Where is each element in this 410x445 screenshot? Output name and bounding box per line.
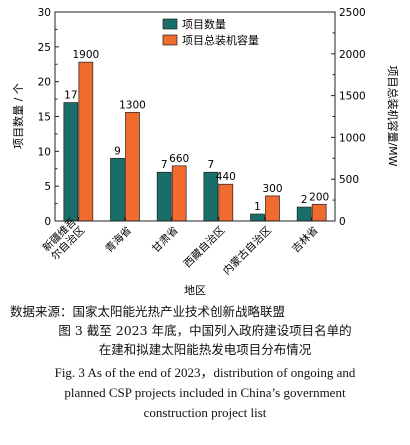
data-label-capacity-3: 440 — [216, 171, 236, 183]
legend-label-count: 项目数量 — [182, 18, 226, 31]
bar-capacity-0 — [78, 61, 94, 222]
bar-count-5 — [296, 206, 312, 222]
bar-capacity-1 — [125, 111, 140, 222]
caption-cn-line1: 图 3 截至 2023 年底，中国列入政府建设项目名单的 — [58, 323, 352, 338]
x-tick-label-3: 西藏自治区 — [181, 224, 227, 270]
data-label-capacity-4: 300 — [262, 183, 282, 195]
x-tick-label-5: 吉林省 — [289, 224, 320, 255]
y-left-tick-label: 20 — [38, 77, 51, 89]
data-source: 数据来源：国家太阳能光热产业技术创新战略联盟 — [10, 304, 286, 319]
x-tick-label-2: 甘肃省 — [149, 224, 180, 255]
data-label-count-4: 1 — [254, 201, 261, 213]
caption-en-line3: construction project list — [143, 405, 267, 420]
bar-capacity-5 — [311, 203, 327, 222]
data-label-count-5: 2 — [301, 194, 308, 206]
x-tick-label-line: 青海省 — [102, 224, 133, 255]
y-right-tick-label: 2000 — [339, 49, 366, 61]
y-left-tick-label: 10 — [38, 146, 51, 158]
data-label-count-1: 9 — [114, 145, 121, 157]
y-right-tick-label: 2500 — [339, 7, 366, 19]
caption-cn-line2: 在建和拟建太阳能热发电项目分布情况 — [98, 342, 312, 357]
x-tick-label-line: 内蒙古自治区 — [220, 224, 274, 278]
x-tick-label-1: 青海省 — [102, 224, 133, 255]
data-label-count-3: 7 — [207, 159, 214, 171]
caption-en-line2: planned CSP projects included in China’s… — [64, 385, 346, 400]
y-left-tick-label: 25 — [38, 42, 51, 54]
bar-capacity-3 — [218, 183, 234, 222]
x-tick-label-4: 内蒙古自治区 — [220, 224, 274, 278]
y-left-tick-label: 30 — [38, 7, 51, 19]
legend-swatch-count — [162, 18, 178, 30]
bars-layer — [63, 61, 327, 222]
bar-capacity-4 — [265, 195, 280, 222]
y-left-tick-label: 0 — [44, 216, 51, 228]
y-right-tick-label: 500 — [339, 174, 359, 186]
y-right-tick-label: 0 — [339, 216, 346, 228]
legend-swatch-capacity — [162, 34, 178, 46]
bar-count-0 — [63, 102, 79, 222]
x-axis-label: 地区 — [184, 284, 206, 297]
data-label-capacity-1: 1300 — [119, 99, 146, 111]
legend: 项目数量 项目总装机容量 — [162, 18, 259, 47]
legend-label-capacity: 项目总装机容量 — [182, 33, 259, 47]
data-label-count-2: 7 — [161, 159, 168, 171]
y-axis-left-label: 项目数量 / 个 — [12, 83, 25, 149]
y-right-tick-label: 1500 — [339, 91, 366, 103]
bar-capacity-2 — [171, 165, 187, 222]
bar-count-4 — [250, 213, 265, 222]
data-label-capacity-5: 200 — [309, 191, 329, 203]
x-tick-label-line: 西藏自治区 — [181, 224, 227, 270]
x-tick-label-line: 吉林省 — [289, 224, 320, 255]
bar-count-1 — [110, 157, 125, 222]
caption-en-line1: Fig. 3 As of the end of 2023，distributio… — [54, 365, 356, 380]
data-label-capacity-2: 660 — [169, 153, 189, 165]
y-right-tick-label: 1000 — [339, 132, 366, 144]
bar-count-2 — [156, 171, 172, 222]
data-label-capacity-0: 1900 — [72, 49, 99, 61]
data-label-count-0: 17 — [64, 90, 77, 102]
y-axis-right-label: 项目总装机容量/MW — [386, 65, 400, 166]
x-tick-label-line: 甘肃省 — [149, 224, 180, 255]
y-left-tick-label: 15 — [38, 112, 51, 124]
y-left-tick-label: 5 — [44, 181, 51, 193]
